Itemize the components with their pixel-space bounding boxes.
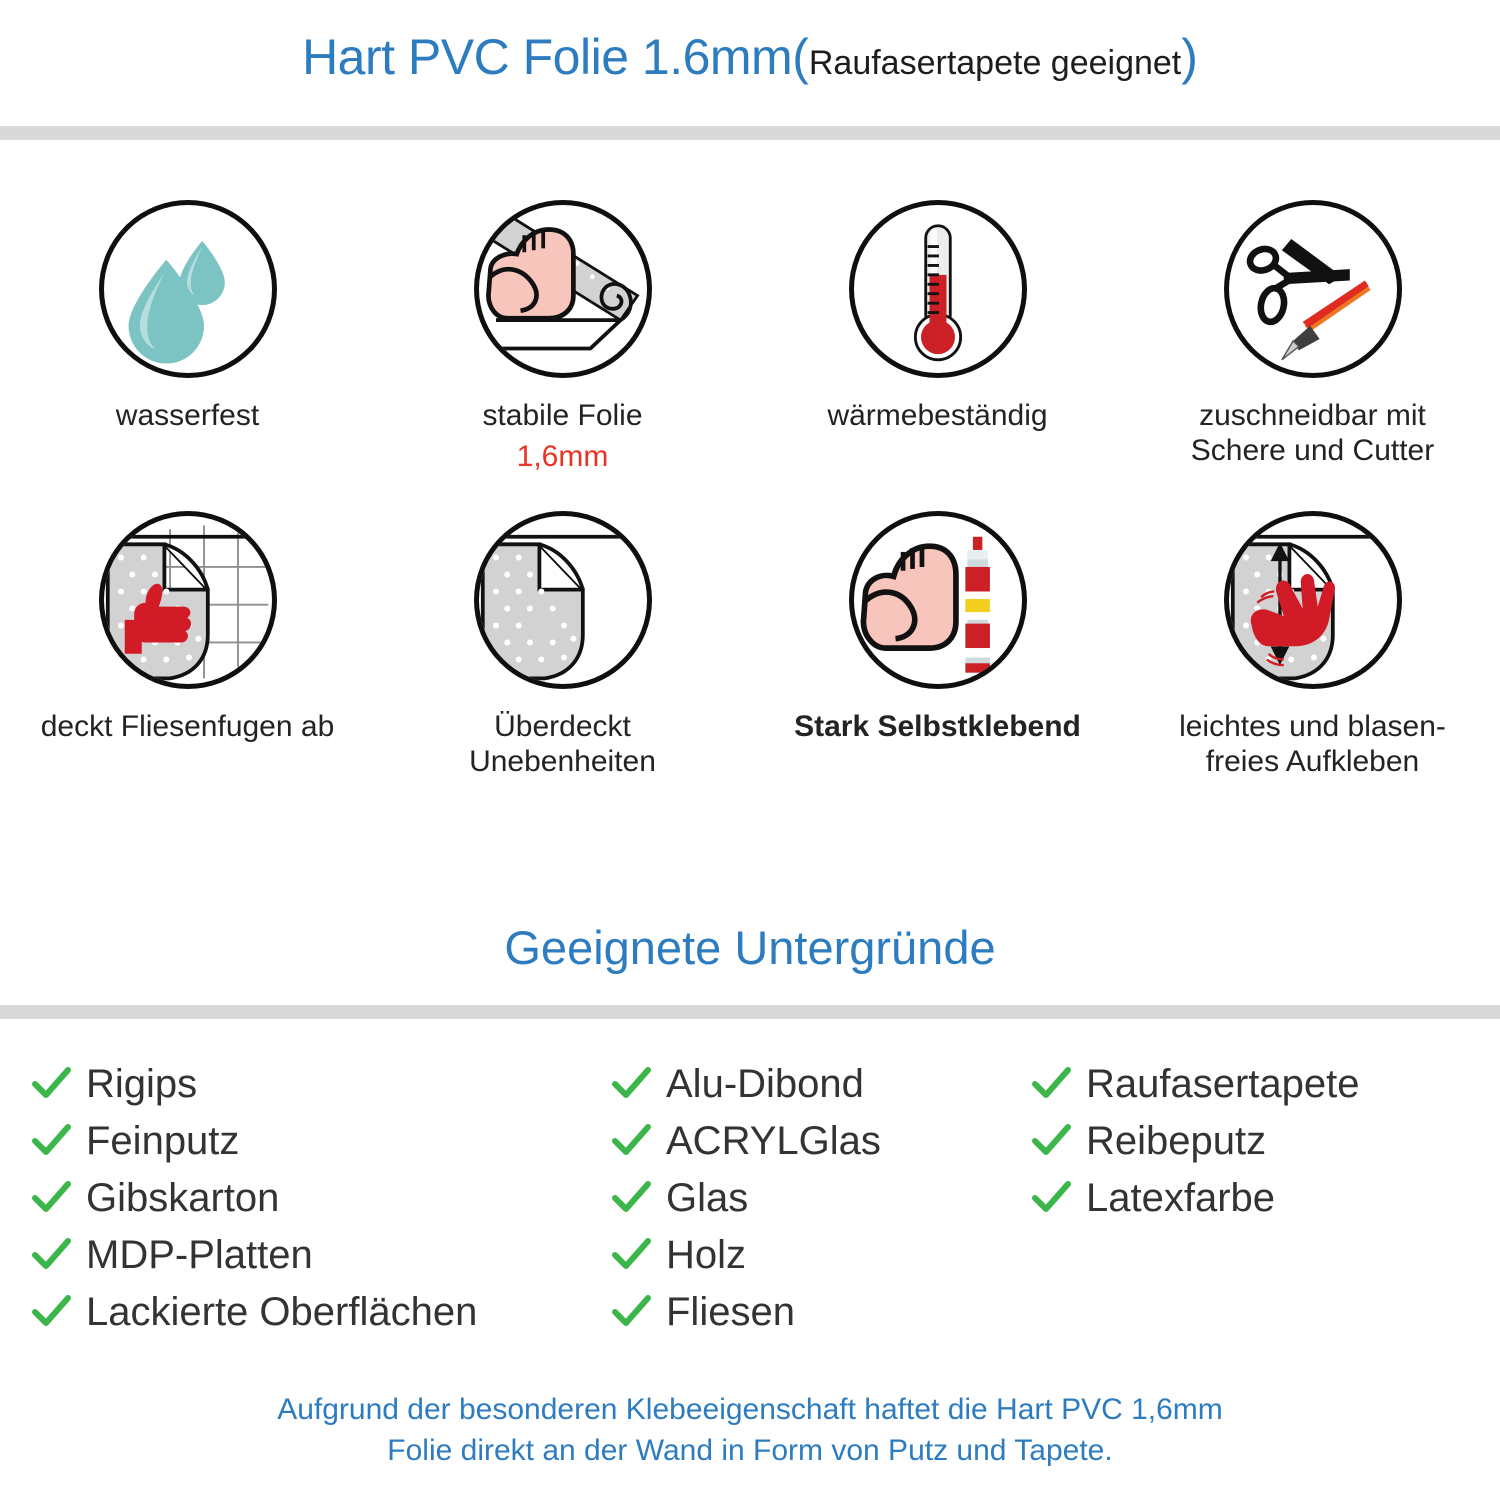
list-item: Feinputz [30, 1112, 610, 1169]
feature-label: stabile Folie [482, 399, 643, 432]
feature-wasserfest: wasserfest [0, 200, 375, 475]
feature-unebenheiten: Überdeckt Unebenheiten [375, 510, 750, 780]
scissors-cutter-icon [1223, 200, 1402, 378]
title-paren-open: ( [792, 29, 809, 85]
list-item: MDP-Platten [30, 1226, 610, 1283]
suitable-substrates-list: Rigips Feinputz Gibskarton MDP-Platten L… [0, 1055, 1500, 1340]
feature-label: wasserfest [115, 399, 260, 432]
feature-waermebestaendig: wärmebeständig [750, 200, 1125, 475]
list-item: Glas [610, 1169, 1030, 1226]
feature-selbstklebend: Stark Selbstklebend [750, 510, 1125, 780]
title-paren-close: ) [1181, 29, 1198, 85]
list-item-label: Fliesen [666, 1289, 795, 1334]
check-mark-icon [30, 1234, 72, 1276]
list-item: Lackierte Oberflächen [30, 1283, 610, 1340]
feature-label: wärmebeständig [827, 399, 1048, 432]
checklist-column-2: Alu-Dibond ACRYLGlas Glas Holz Fliesen [610, 1055, 1030, 1340]
check-mark-icon [610, 1291, 652, 1333]
flexing-arm-glue-tube-icon [848, 510, 1027, 689]
feature-label: deckt Fliesenfugen ab [40, 709, 335, 743]
footer-line-1: Aufgrund der besonderen Klebeeigenschaft… [277, 1393, 1223, 1426]
list-item-label: Reibeputz [1086, 1118, 1267, 1163]
list-item-label: MDP-Platten [86, 1232, 313, 1277]
feature-sublabel-thickness: 1,6mm [517, 435, 609, 474]
feature-row-2: deckt Fliesenfugen ab [0, 510, 1500, 780]
feature-row-1: wasserfest [0, 200, 1500, 475]
list-item-label: Alu-Dibond [666, 1061, 864, 1106]
list-item-label: Holz [666, 1232, 747, 1277]
list-item-label: ACRYLGlas [666, 1118, 881, 1163]
list-item: Holz [610, 1226, 1030, 1283]
check-mark-icon [610, 1120, 652, 1162]
list-item-label: Raufasertapete [1086, 1061, 1360, 1106]
feature-grid: wasserfest [0, 200, 1500, 780]
page-title: Hart PVC Folie 1.6mm(Raufasertapete geei… [0, 28, 1500, 86]
section-heading-untergruende: Geeignete Untergründe [504, 921, 996, 974]
list-item: Latexfarbe [1030, 1169, 1470, 1226]
smoothing-hand-arrow-icon [1223, 510, 1402, 689]
thermometer-icon [848, 200, 1027, 378]
list-item-label: Rigips [86, 1061, 198, 1106]
list-item: Alu-Dibond [610, 1055, 1030, 1112]
thickness-value: 1,6mm [516, 440, 609, 474]
feature-label: Stark Selbstklebend [794, 709, 1081, 743]
title-main-text: Hart PVC Folie 1.6mm [302, 29, 793, 85]
water-drops-icon [98, 200, 277, 378]
foil-peel-corner-icon [473, 510, 652, 689]
list-item: Gibskarton [30, 1169, 610, 1226]
footer-note: Aufgrund der besonderen Klebeeigenschaft… [0, 1390, 1500, 1471]
check-mark-icon [30, 1291, 72, 1333]
separator-top [0, 126, 1500, 140]
check-mark-icon [30, 1063, 72, 1105]
list-item: Reibeputz [1030, 1112, 1470, 1169]
check-mark-icon [610, 1177, 652, 1219]
check-mark-icon [610, 1063, 652, 1105]
feature-label: Überdeckt Unebenheiten [469, 709, 656, 779]
list-item-label: Gibskarton [86, 1175, 280, 1220]
feature-blasenfrei: leichtes und blasen- freies Aufkleben [1125, 510, 1500, 780]
check-mark-icon [1030, 1177, 1072, 1219]
title-subtitle-text: Raufasertapete geeignet [808, 44, 1182, 82]
list-item: Fliesen [610, 1283, 1030, 1340]
list-item-label: Latexfarbe [1086, 1175, 1276, 1220]
feature-stabile-folie: stabile Folie 1,6mm [375, 200, 750, 475]
check-mark-icon [30, 1120, 72, 1162]
checklist-column-1: Rigips Feinputz Gibskarton MDP-Platten L… [0, 1055, 610, 1340]
check-mark-icon [610, 1234, 652, 1276]
check-mark-icon [30, 1177, 72, 1219]
feature-label: zuschneidbar mit Schere und Cutter [1190, 399, 1435, 468]
list-item-label: Lackierte Oberflächen [86, 1289, 478, 1334]
feature-fliesenfugen: deckt Fliesenfugen ab [0, 510, 375, 780]
list-item: Raufasertapete [1030, 1055, 1470, 1112]
check-mark-icon [1030, 1063, 1072, 1105]
separator-middle [0, 1005, 1500, 1019]
thumbs-up-tile-grout-icon [98, 510, 277, 689]
flexing-arm-foil-roll-icon [473, 200, 652, 378]
list-item: Rigips [30, 1055, 610, 1112]
list-item: ACRYLGlas [610, 1112, 1030, 1169]
checklist-column-3: Raufasertapete Reibeputz Latexfarbe [1030, 1055, 1470, 1340]
feature-label: leichtes und blasen- freies Aufkleben [1179, 709, 1446, 779]
check-mark-icon [1030, 1120, 1072, 1162]
list-item-label: Feinputz [86, 1118, 240, 1163]
feature-zuschneidbar: zuschneidbar mit Schere und Cutter [1125, 200, 1500, 475]
list-item-label: Glas [666, 1175, 749, 1220]
footer-line-2: Folie direkt an der Wand in Form von Put… [387, 1433, 1113, 1467]
